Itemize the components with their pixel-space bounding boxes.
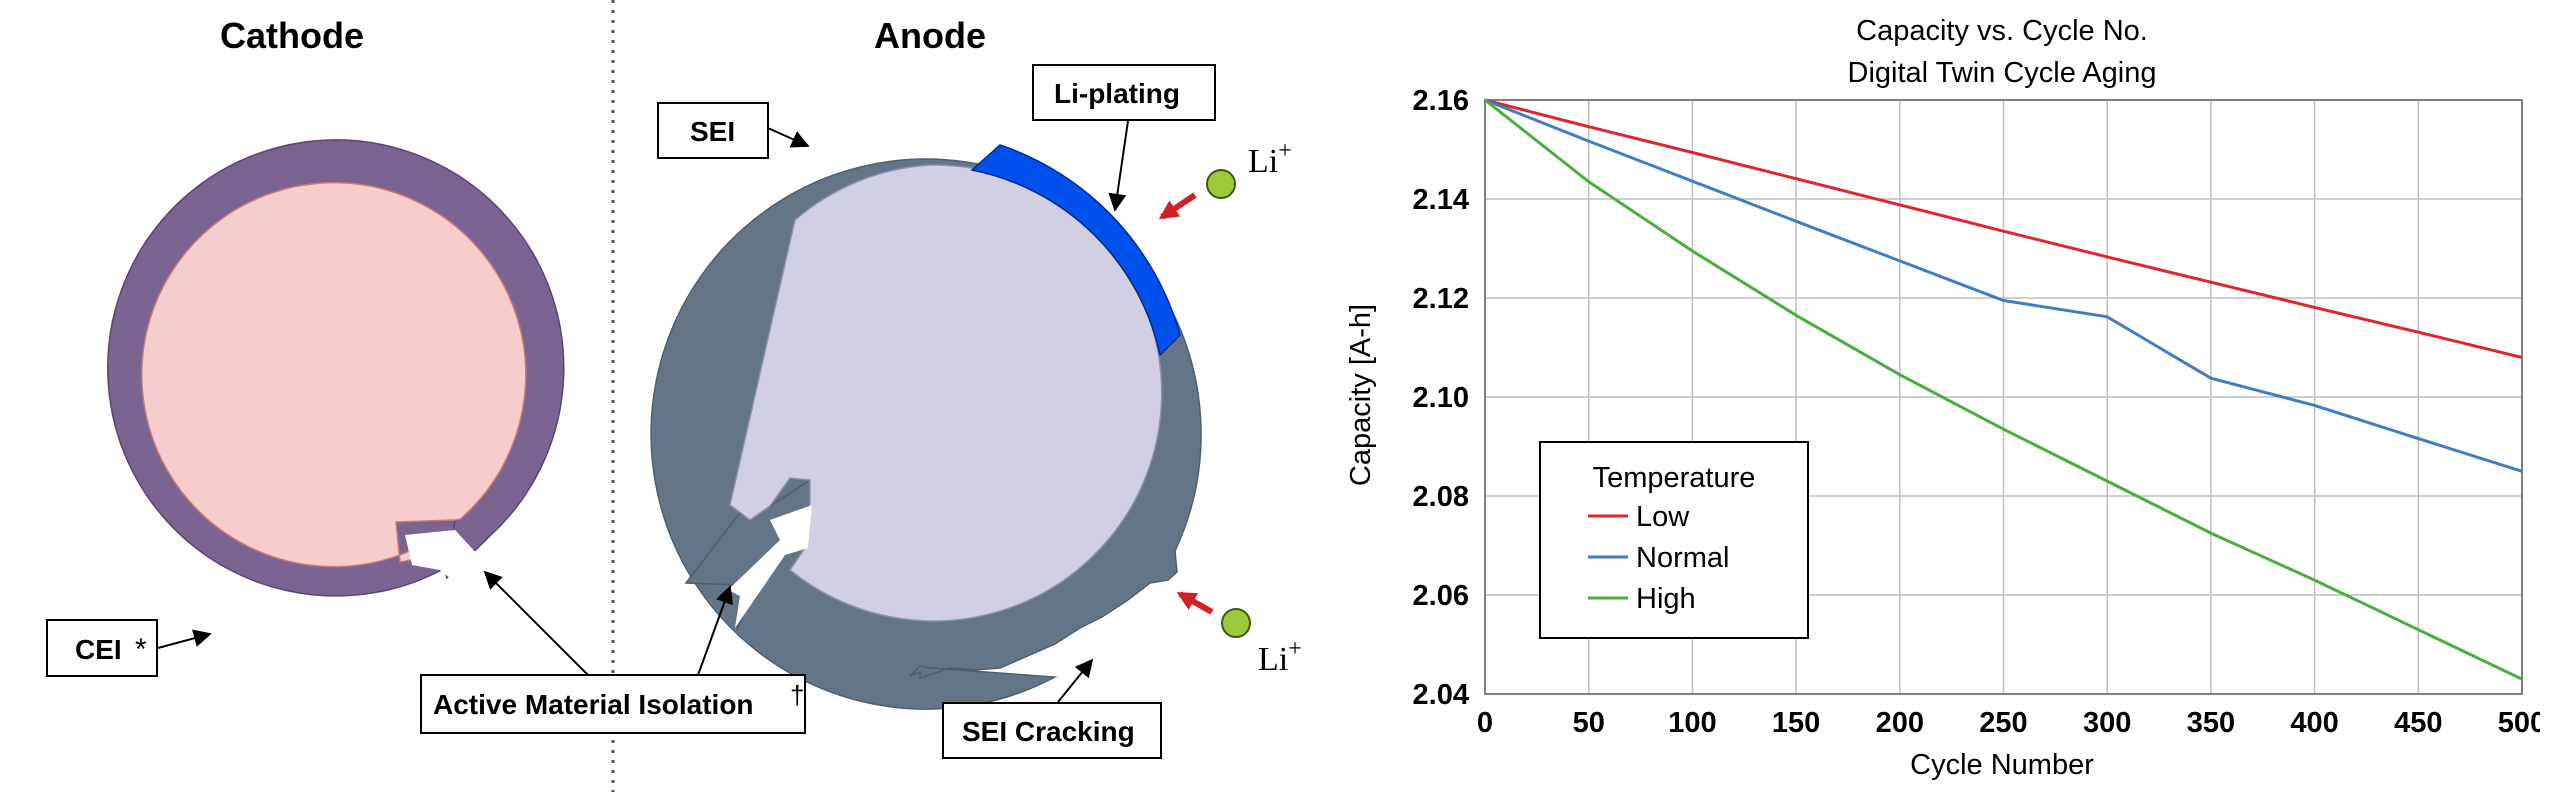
legend-entry: High xyxy=(1636,583,1696,615)
svg-text:SEI Cracking: SEI Cracking xyxy=(962,716,1135,747)
chart-title: Capacity vs. Cycle No. xyxy=(1856,15,2148,47)
x-tick-label: 100 xyxy=(1668,707,1716,739)
y-tick-label: 2.08 xyxy=(1413,481,1469,513)
legend-entry: Low xyxy=(1636,501,1690,533)
series-line-high xyxy=(1484,98,2523,681)
cei-pointer xyxy=(157,629,212,649)
legend-entry: Normal xyxy=(1636,542,1729,574)
cathode-isolation-crack xyxy=(405,530,478,580)
active-material-isolation-label: Active Material Isolation † xyxy=(420,674,806,734)
svg-text:SEI: SEI xyxy=(690,116,735,147)
y-tick-label: 2.14 xyxy=(1413,184,1469,216)
li-ion-bottom xyxy=(1221,608,1251,638)
sei-label: SEI xyxy=(657,102,769,159)
li-ion-bottom-arrow xyxy=(1176,591,1214,615)
li-plating-pointer xyxy=(1108,120,1129,212)
cathode-particle xyxy=(107,139,565,597)
degradation-diagram: Cathode Anode Li+ Li+ CEI * Active Mater… xyxy=(46,0,1302,792)
sei-cracking-label: SEI Cracking xyxy=(942,702,1162,759)
chart-axes: 0 50 100 150 200 250 300 350 400 450 500 2.04 2.06 2.… xyxy=(1413,85,2540,739)
svg-text:†: † xyxy=(790,680,804,710)
x-tick-label: 350 xyxy=(2187,707,2235,739)
capacity-chart: Capacity vs. Cycle No. Digital Twin Cycl… xyxy=(1345,15,2540,781)
svg-text:Active Material Isolation: Active Material Isolation xyxy=(433,689,754,720)
x-tick-label: 250 xyxy=(1979,707,2027,739)
series-line-normal xyxy=(1484,98,2523,473)
li-ion-top xyxy=(1206,169,1236,199)
ami-pointer-anode xyxy=(697,585,733,676)
anode-particle xyxy=(650,144,1202,710)
x-tick-label: 400 xyxy=(2290,707,2338,739)
plot-frame xyxy=(1484,99,2523,695)
y-tick-label: 2.10 xyxy=(1413,382,1469,414)
sei-pointer xyxy=(767,127,810,148)
cathode-core xyxy=(141,181,527,568)
chart-subtitle: Digital Twin Cycle Aging xyxy=(1848,57,2157,89)
ami-pointer-cathode xyxy=(483,570,589,676)
x-tick-label: 300 xyxy=(2083,707,2131,739)
svg-text:Li-plating: Li-plating xyxy=(1054,78,1180,109)
sei-cracking-pointer xyxy=(1057,658,1094,703)
x-tick-label: 50 xyxy=(1573,707,1605,739)
li-plating-label: Li-plating xyxy=(1032,64,1216,121)
anode-isolation-crack xyxy=(728,505,812,628)
x-tick-label: 450 xyxy=(2394,707,2442,739)
y-tick-label: 2.04 xyxy=(1413,679,1469,711)
anode-title: Anode xyxy=(874,15,986,56)
chart-legend: Temperature Low Normal High xyxy=(1539,441,1809,639)
chart-series xyxy=(1484,98,2523,681)
x-tick-label: 0 xyxy=(1477,707,1493,739)
y-tick-label: 2.16 xyxy=(1413,85,1469,117)
li-plating-layer xyxy=(970,144,1181,357)
cathode-title: Cathode xyxy=(220,15,364,56)
y-axis-label: Capacity [A-h] xyxy=(1345,304,1377,486)
x-axis-label: Cycle Number xyxy=(1910,749,2094,781)
series-line-low xyxy=(1484,98,2523,359)
svg-text:*: * xyxy=(135,633,147,666)
y-tick-label: 2.12 xyxy=(1413,283,1469,315)
li-ion-top-arrow xyxy=(1158,192,1197,220)
li-ion-bottom-label: Li+ xyxy=(1258,636,1302,678)
li-ion-top-label: Li+ xyxy=(1248,138,1292,180)
x-tick-label: 500 xyxy=(2498,707,2540,739)
legend-title: Temperature xyxy=(1593,462,1756,494)
legend-box xyxy=(1539,441,1809,639)
x-tick-label: 150 xyxy=(1772,707,1820,739)
y-tick-label: 2.06 xyxy=(1413,580,1469,612)
cei-label: CEI * xyxy=(46,619,158,677)
svg-text:CEI: CEI xyxy=(75,634,122,665)
x-tick-label: 200 xyxy=(1876,707,1924,739)
